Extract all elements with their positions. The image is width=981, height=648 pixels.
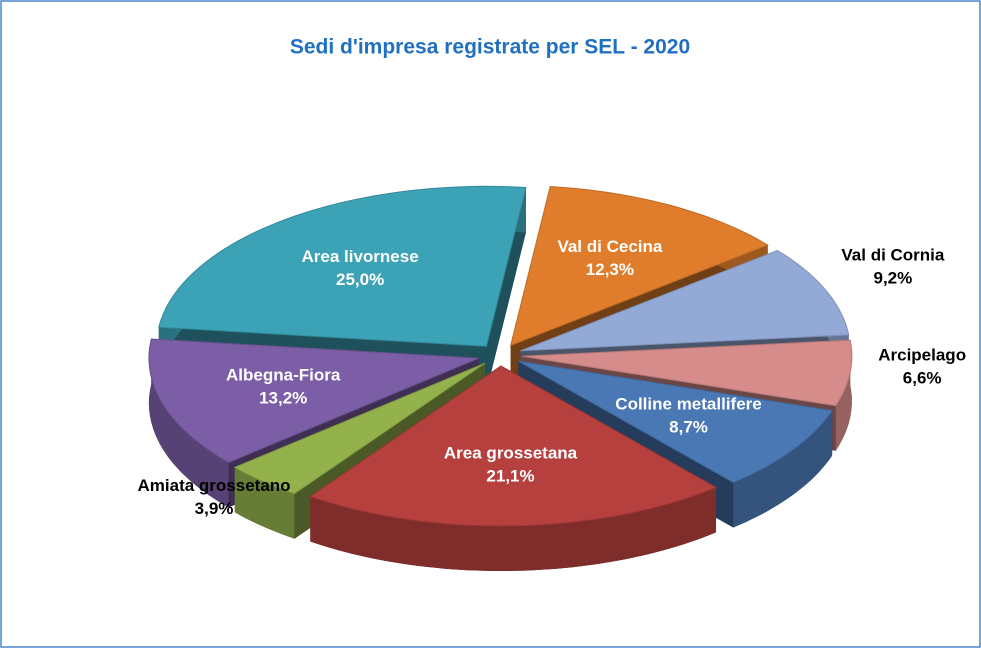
- slice-value: 6,6%: [903, 369, 942, 388]
- slice-label: Arcipelago: [878, 346, 966, 365]
- slice-side: [310, 487, 716, 571]
- slice-value: 25,0%: [336, 270, 384, 289]
- slice-label: Val di Cornia: [841, 245, 945, 264]
- slice-label: Area livornese: [302, 247, 419, 266]
- slice-value: 13,2%: [259, 388, 307, 407]
- slice-label: Colline metallifere: [615, 395, 761, 414]
- slice-top: [309, 365, 718, 527]
- slice-label: Val di Cecina: [557, 237, 662, 256]
- slice-top: [148, 338, 480, 463]
- slice-side: [835, 340, 852, 451]
- slice-value: 12,3%: [586, 260, 634, 279]
- slice-top: [521, 339, 853, 407]
- slice-top: [158, 185, 527, 347]
- slice-label: Albegna-Fiora: [226, 365, 341, 384]
- slice: [309, 365, 718, 571]
- slice-wall: [486, 187, 526, 392]
- slice-value: 21,1%: [486, 467, 534, 486]
- slice-top: [520, 249, 850, 352]
- slice-top: [233, 362, 486, 495]
- slice-top: [509, 185, 769, 347]
- chart-title: Sedi d'impresa registrate per SEL - 2020: [290, 36, 690, 59]
- slice-value: 8,7%: [669, 418, 708, 437]
- slice-side: [148, 339, 229, 508]
- slice-side: [733, 410, 833, 528]
- slice-top: [518, 360, 833, 484]
- slice-label: Amiata grossetano: [138, 476, 291, 495]
- slice-value: 9,2%: [874, 268, 913, 287]
- slice-label: Area grossetana: [444, 444, 578, 463]
- slice-value: 3,9%: [195, 499, 234, 518]
- pie: [148, 185, 853, 571]
- slice-side: [234, 467, 295, 539]
